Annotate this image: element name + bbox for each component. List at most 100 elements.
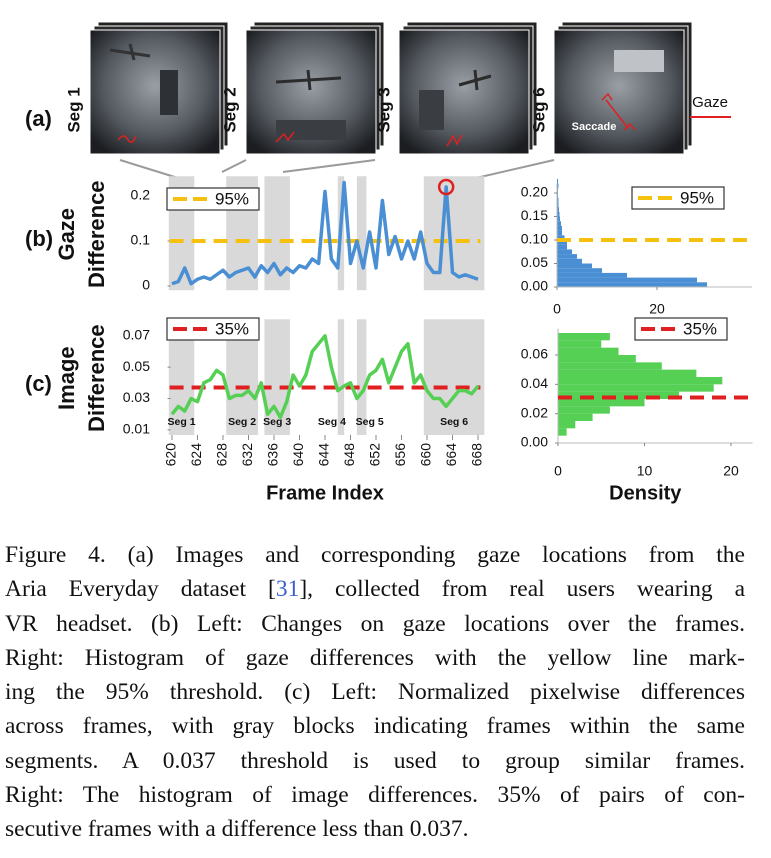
- x-tick-label: 10: [637, 463, 653, 479]
- caption-line: VR headset. (b) Left: Changes on gaze lo…: [5, 610, 745, 637]
- y-axis-label: Image: [54, 346, 79, 410]
- histogram-bar: [558, 333, 610, 341]
- histogram-bar: [558, 406, 610, 414]
- histogram-bar: [558, 355, 636, 363]
- histogram-bar: [558, 391, 680, 399]
- segment-label: Seg 2: [228, 416, 256, 428]
- image-stack: [553, 21, 693, 155]
- x-tick-label: 0: [554, 463, 562, 479]
- y-tick-label: 0.15: [521, 207, 548, 223]
- histogram-bar: [557, 183, 559, 189]
- caption-line: Right: The histogram of image difference…: [5, 782, 745, 809]
- x-tick-label: 656: [392, 443, 408, 467]
- image-stack: [245, 21, 385, 155]
- histogram-bar: [557, 254, 577, 259]
- histogram-bar: [557, 230, 562, 236]
- x-tick-label: 624: [188, 443, 204, 467]
- y-tick-label: 0.02: [521, 404, 548, 420]
- caption-line: Figure 4. (a) Images and corresponding g…: [5, 542, 745, 568]
- segment-block: [337, 319, 345, 435]
- histogram-bar: [557, 240, 567, 245]
- histogram-bar: [557, 268, 602, 273]
- histogram-bar: [557, 249, 572, 255]
- segment-label: Seg 5: [356, 416, 384, 428]
- image-stack: [398, 21, 538, 155]
- y-axis-label: Gaze: [54, 208, 79, 261]
- x-tick-label: 644: [316, 443, 332, 467]
- x-tick-label: 628: [214, 443, 230, 467]
- connector: [282, 159, 376, 173]
- segment-label: Seg 4: [318, 416, 346, 428]
- histogram-bar: [557, 202, 559, 208]
- x-tick-label: 20: [723, 463, 739, 479]
- image-label: Seg 3: [374, 87, 393, 132]
- histogram-bar: [557, 216, 560, 222]
- y-axis-label: Difference: [84, 324, 109, 432]
- connector: [119, 159, 179, 179]
- y-tick-label: 0.03: [123, 389, 150, 405]
- y-tick-label: 0.2: [131, 187, 151, 203]
- histogram-bar: [557, 225, 562, 231]
- histogram-bar: [558, 340, 602, 348]
- x-tick-label: 648: [341, 443, 357, 467]
- data-line: [171, 180, 479, 286]
- y-axis-label: Difference: [84, 180, 109, 288]
- image-label: Seg 2: [220, 87, 239, 132]
- caption-line: segments. A 0.037 threshold is used to g…: [5, 747, 745, 774]
- x-tick-label: 20: [649, 301, 665, 317]
- segment-label: Seg 6: [440, 416, 468, 428]
- segment-block: [356, 176, 367, 291]
- caption-line: secutive frames with a difference less t…: [5, 816, 469, 843]
- figure: (a) Seg 1 Seg 2 Seg 3 Seg 6 Saccade Gaze…: [25, 21, 753, 504]
- image-label: Seg 1: [64, 87, 83, 132]
- y-tick-label: 0.10: [521, 231, 548, 247]
- histogram-bar: [558, 428, 567, 436]
- x-tick-label: 652: [367, 443, 383, 467]
- caption-line: Aria Everyday dataset [31], collected fr…: [5, 572, 745, 606]
- y-tick-label: 0.05: [521, 254, 548, 270]
- legend-label: Gaze: [692, 94, 728, 111]
- caption-line: Right: Histogram of gaze differences wit…: [5, 644, 745, 671]
- y-tick-label: 0: [142, 277, 150, 293]
- histogram-bar: [558, 413, 593, 421]
- legend-label: 95%: [680, 188, 714, 207]
- y-tick-label: 0.20: [521, 184, 548, 200]
- panel-label: (b): [25, 226, 53, 251]
- x-tick-label: 0: [553, 301, 561, 317]
- y-tick-label: 0.00: [521, 278, 548, 294]
- histogram-bar: [557, 277, 697, 283]
- x-axis-label: Density: [609, 482, 682, 504]
- legend-label: 35%: [683, 319, 717, 338]
- histogram-bar: [557, 235, 565, 240]
- image-label: Seg 6: [529, 87, 548, 132]
- y-tick-label: 0.1: [131, 232, 151, 248]
- legend-label: 95%: [215, 189, 249, 208]
- segment-label: Seg 1: [168, 416, 196, 428]
- legend-label: 35%: [215, 319, 249, 338]
- x-tick-label: 640: [290, 443, 306, 467]
- histogram-bar: [557, 244, 567, 250]
- y-tick-label: 0.07: [123, 327, 150, 343]
- caption-text: ], collected from real users wearing a: [299, 576, 745, 603]
- panel-label: (c): [25, 371, 52, 396]
- citation: 31: [275, 576, 300, 603]
- histogram-bar: [557, 197, 559, 203]
- caption-line: across frames, with gray blocks indicati…: [5, 713, 745, 740]
- histogram-bar: [557, 282, 707, 287]
- y-tick-label: 0.06: [521, 346, 548, 362]
- histogram-bar: [557, 272, 627, 278]
- caption-text: Aria Everyday dataset [: [5, 576, 276, 603]
- image-annotation: Saccade: [572, 121, 617, 133]
- x-tick-label: 668: [469, 443, 485, 467]
- image-stacks: [89, 21, 693, 155]
- legend-box: [166, 187, 260, 211]
- legend-box: [634, 317, 728, 341]
- histogram-bar: [557, 221, 561, 226]
- caption: Figure 4. (a) Images and corresponding g…: [5, 538, 745, 847]
- histogram-bar: [557, 263, 592, 269]
- histogram-bar: [557, 178, 558, 184]
- histogram-bar: [558, 399, 645, 407]
- histogram-bar: [558, 362, 662, 370]
- x-tick-label: 620: [163, 443, 179, 467]
